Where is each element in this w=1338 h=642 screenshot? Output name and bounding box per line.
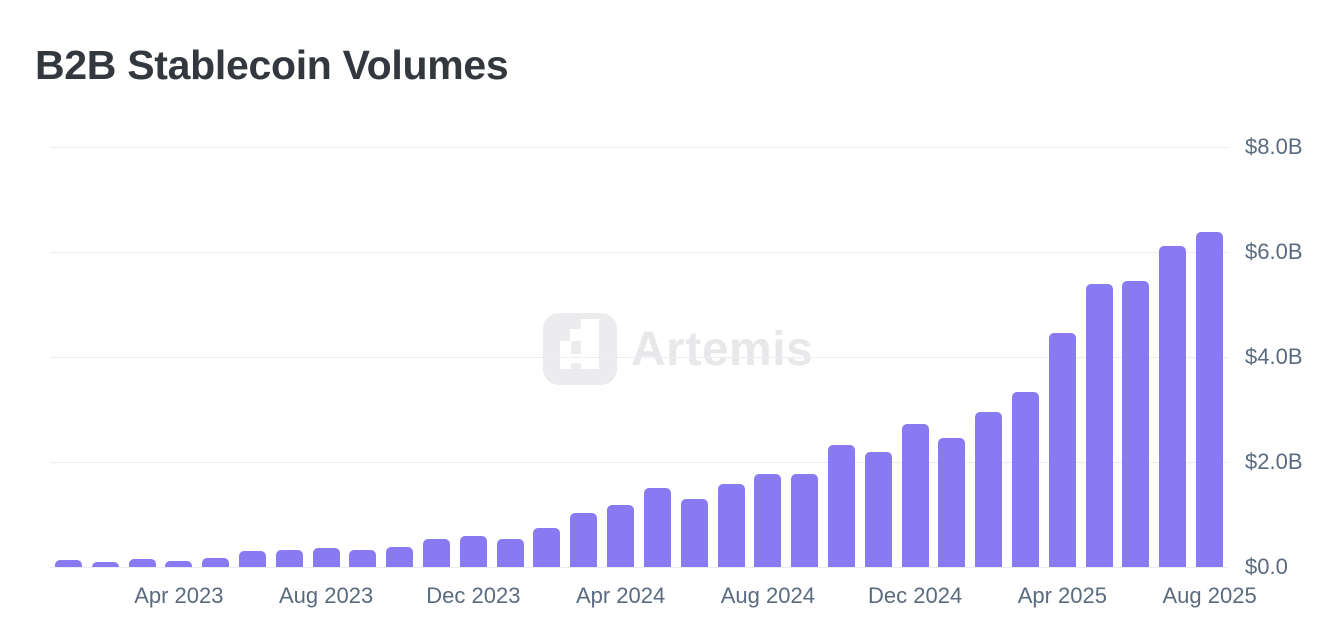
bar-sep-2023[interactable] — [349, 550, 377, 567]
bar-mar-2025[interactable] — [1012, 392, 1040, 567]
bar-dec-2023[interactable] — [459, 536, 487, 567]
bar-slot — [492, 147, 529, 567]
bar-mar-2023[interactable] — [128, 558, 156, 567]
bar-feb-2024[interactable] — [533, 527, 561, 567]
bar-apr-2023[interactable] — [165, 560, 193, 567]
x-axis-label: Aug 2023 — [278, 583, 374, 608]
gridline — [50, 357, 1228, 358]
bar-nov-2023[interactable] — [423, 539, 451, 567]
x-axis: Apr 2023 Aug 2023 Dec 2023 Apr 2024 Aug 2024… — [50, 567, 1257, 612]
bar-sep-2024[interactable] — [791, 473, 819, 567]
bar-slot — [529, 147, 566, 567]
y-axis: $8.0B $6.0B $4.0B $2.0B $0.0 — [1245, 135, 1335, 579]
bar-slot — [1154, 147, 1191, 567]
bar-slot — [639, 147, 676, 567]
bar-oct-2024[interactable] — [827, 444, 855, 567]
bar-slot — [345, 147, 382, 567]
gridline — [50, 252, 1228, 253]
bar-slot — [786, 147, 823, 567]
bar-slot — [308, 147, 345, 567]
x-axis-label: Apr 2025 — [1017, 583, 1107, 608]
x-axis-label: Dec 2023 — [426, 583, 521, 608]
bar-oct-2023[interactable] — [386, 546, 414, 567]
bar-jul-2024[interactable] — [717, 484, 745, 567]
plot-area — [50, 147, 1228, 568]
x-axis-label: Aug 2025 — [1162, 583, 1257, 608]
page-title: B2B Stablecoin Volumes — [35, 42, 509, 88]
bar-jun-2025[interactable] — [1122, 281, 1150, 567]
y-axis-label: $2.0B — [1245, 449, 1303, 474]
gridline — [50, 462, 1228, 463]
bar-jul-2023[interactable] — [275, 550, 303, 567]
bar-aug-2025[interactable] — [1196, 231, 1224, 567]
gridline — [50, 147, 1228, 148]
y-axis-label: $0.0 — [1245, 554, 1288, 579]
bar-may-2025[interactable] — [1085, 283, 1113, 567]
logo-pixel-block — [570, 329, 581, 341]
x-axis-label: Dec 2024 — [868, 583, 963, 608]
bar-slot — [970, 147, 1007, 567]
bar-jun-2024[interactable] — [680, 498, 708, 567]
bar-may-2024[interactable] — [643, 487, 671, 567]
artemis-logo-icon — [543, 313, 617, 385]
bar-slot — [565, 147, 602, 567]
bar-slot — [50, 147, 87, 567]
bar-slot — [897, 147, 934, 567]
bar-slot — [455, 147, 492, 567]
bar-dec-2024[interactable] — [901, 424, 929, 567]
bar-jan-2024[interactable] — [496, 539, 524, 567]
bar-slot — [381, 147, 418, 567]
x-axis-label: Aug 2024 — [720, 583, 815, 608]
bars — [50, 147, 1228, 567]
bar-slot — [1191, 147, 1228, 567]
bar-slot — [418, 147, 455, 567]
bar-mar-2024[interactable] — [570, 513, 598, 567]
bar-feb-2025[interactable] — [975, 412, 1003, 567]
y-axis-label: $8.0B — [1245, 134, 1303, 159]
artemis-watermark: Artemis — [543, 313, 813, 385]
x-axis-label: Apr 2024 — [575, 583, 666, 608]
bar-slot — [160, 147, 197, 567]
bar-nov-2024[interactable] — [864, 452, 892, 567]
bar-slot — [934, 147, 971, 567]
bar-slot — [197, 147, 234, 567]
y-axis-label: $6.0B — [1245, 239, 1303, 264]
bar-slot — [676, 147, 713, 567]
bar-jul-2025[interactable] — [1159, 246, 1187, 567]
bar-slot — [1007, 147, 1044, 567]
bar-slot — [1081, 147, 1118, 567]
bar-may-2023[interactable] — [202, 558, 230, 567]
gridline — [50, 567, 1228, 568]
bar-slot — [860, 147, 897, 567]
bar-slot — [1118, 147, 1155, 567]
watermark-text: Artemis — [631, 322, 814, 376]
bar-slot — [602, 147, 639, 567]
bar-slot — [87, 147, 124, 567]
bar-apr-2024[interactable] — [607, 505, 635, 567]
bar-slot — [1044, 147, 1081, 567]
x-axis-label: Apr 2023 — [134, 583, 224, 608]
bar-slot — [713, 147, 750, 567]
bar-aug-2023[interactable] — [312, 548, 340, 567]
bar-jun-2023[interactable] — [238, 551, 266, 567]
bar-feb-2023[interactable] — [91, 561, 119, 567]
bar-slot — [823, 147, 860, 567]
y-axis-label: $4.0B — [1245, 344, 1303, 369]
bar-slot — [749, 147, 786, 567]
bar-slot — [271, 147, 308, 567]
bar-jan-2025[interactable] — [938, 437, 966, 567]
bar-jan-2023[interactable] — [54, 560, 82, 567]
bar-aug-2024[interactable] — [754, 474, 782, 567]
bar-slot — [234, 147, 271, 567]
logo-pixel-block — [560, 354, 599, 363]
bar-apr-2025[interactable] — [1048, 332, 1076, 567]
bar-slot — [124, 147, 161, 567]
